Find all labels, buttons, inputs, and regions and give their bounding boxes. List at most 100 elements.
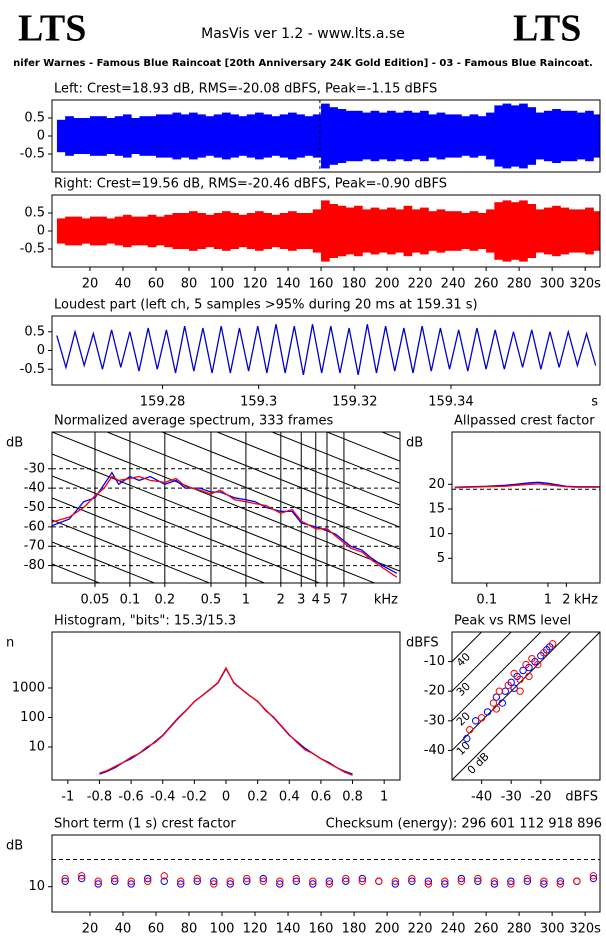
waveform-envelope	[288, 112, 297, 160]
waveform-envelope	[411, 209, 421, 253]
scatter-point	[523, 874, 532, 883]
waveform-envelope	[461, 213, 471, 249]
waveform-envelope	[321, 103, 330, 169]
x-tick-label: -0.6	[118, 790, 143, 805]
scatter-point	[177, 880, 185, 888]
x-tick-label: 5	[323, 593, 331, 608]
y-tick-label: -70	[24, 539, 45, 554]
scatter-point	[292, 874, 300, 883]
scatter-point	[177, 877, 185, 885]
slope-line	[52, 563, 101, 583]
scatter-point	[391, 877, 400, 885]
waveform-envelope	[106, 218, 116, 244]
scatter-point	[144, 877, 152, 885]
waveform-envelope	[585, 207, 594, 255]
crest-line	[452, 632, 483, 662]
scatter-point	[309, 877, 317, 885]
waveform-envelope	[131, 118, 140, 154]
waveform-envelope	[106, 118, 116, 154]
scatter-point	[94, 877, 102, 885]
waveform-envelope	[122, 114, 132, 158]
plot-frame	[51, 315, 601, 386]
series-line	[99, 666, 353, 776]
waveform-envelope	[164, 214, 173, 248]
waveform-envelope	[180, 213, 190, 249]
waveform-envelope	[436, 209, 446, 253]
waveform-envelope	[329, 204, 338, 258]
y-tick-label: 1000	[12, 680, 45, 695]
waveform-envelope	[246, 213, 256, 249]
x-tick-label: 1	[380, 790, 388, 805]
app-title: MasVis ver 1.2 - www.lts.a.se	[201, 26, 405, 42]
x-tick-label: 200	[375, 922, 400, 937]
slope-line	[52, 718, 400, 857]
waveform-envelope	[238, 214, 248, 248]
x-tick-label: 0.05	[81, 593, 110, 608]
waveform-envelope	[593, 114, 600, 158]
x-tick-label: 240	[441, 277, 466, 292]
waveform-envelope	[428, 114, 437, 158]
x-axis-label: s	[591, 395, 598, 410]
x-tick-label: 20	[82, 277, 99, 292]
waveform-envelope	[263, 213, 272, 249]
x-tick-label: -0.2	[182, 790, 207, 805]
waveform-envelope	[502, 103, 512, 169]
waveform-envelope	[213, 114, 223, 158]
waveform-envelope	[279, 213, 289, 249]
scatter-point	[276, 877, 284, 885]
waveform-envelope	[139, 216, 149, 246]
scatter-point	[474, 877, 482, 885]
scatter-point	[510, 684, 518, 692]
scatter-point	[342, 877, 350, 885]
waveform-envelope	[477, 116, 487, 156]
plot-frame	[51, 194, 601, 268]
scatter-point	[548, 640, 557, 648]
x-tick-label: -40	[471, 790, 492, 805]
crest-line-label: 20	[454, 709, 473, 728]
scatter-point	[525, 672, 533, 681]
crest-line	[452, 632, 542, 722]
scatter-point	[504, 681, 512, 689]
plot-frame	[51, 631, 401, 781]
x-tick-label: 160	[309, 922, 334, 937]
waveform-envelope	[510, 202, 520, 260]
waveform-envelope	[378, 112, 388, 160]
y-tick-label: 100	[20, 710, 45, 725]
scatter-point	[556, 877, 565, 885]
y-tick-label: -10	[424, 654, 445, 669]
waveform-envelope	[411, 112, 421, 160]
slope-line	[52, 497, 266, 583]
plot-frame	[451, 631, 601, 781]
scatter-point	[160, 872, 168, 880]
waveform-envelope	[56, 119, 66, 153]
scatter-point	[94, 880, 102, 888]
waveform-envelope	[378, 209, 388, 253]
slope-line	[52, 630, 400, 769]
y-tick-label: 0	[37, 129, 45, 144]
scatter-point	[523, 877, 532, 885]
scatter-point	[457, 877, 466, 885]
scatter-point	[498, 699, 507, 707]
y-tick-label: 0.5	[24, 324, 45, 339]
waveform-envelope	[98, 216, 107, 246]
scatter-point	[441, 880, 449, 888]
slope-line	[325, 432, 400, 462]
scatter-point	[540, 649, 548, 657]
x-tick-label: 180	[342, 922, 367, 937]
series-line	[52, 475, 398, 578]
scatter-point	[507, 880, 515, 888]
y-axis-label: dBFS	[406, 636, 439, 651]
scatter-point	[463, 734, 471, 743]
waveform-envelope	[362, 112, 371, 160]
waveform-envelope	[593, 211, 600, 251]
crest-line	[452, 632, 600, 780]
annotation: Checksum (energy): 296 601 112 918 896	[326, 817, 602, 832]
waveform-envelope	[461, 116, 471, 156]
waveform-envelope	[271, 214, 281, 248]
scatter-point	[457, 874, 466, 883]
scatter-point	[510, 669, 518, 678]
waveform-envelope	[213, 213, 223, 249]
waveform-envelope	[494, 202, 504, 260]
scatter-point	[573, 877, 581, 885]
